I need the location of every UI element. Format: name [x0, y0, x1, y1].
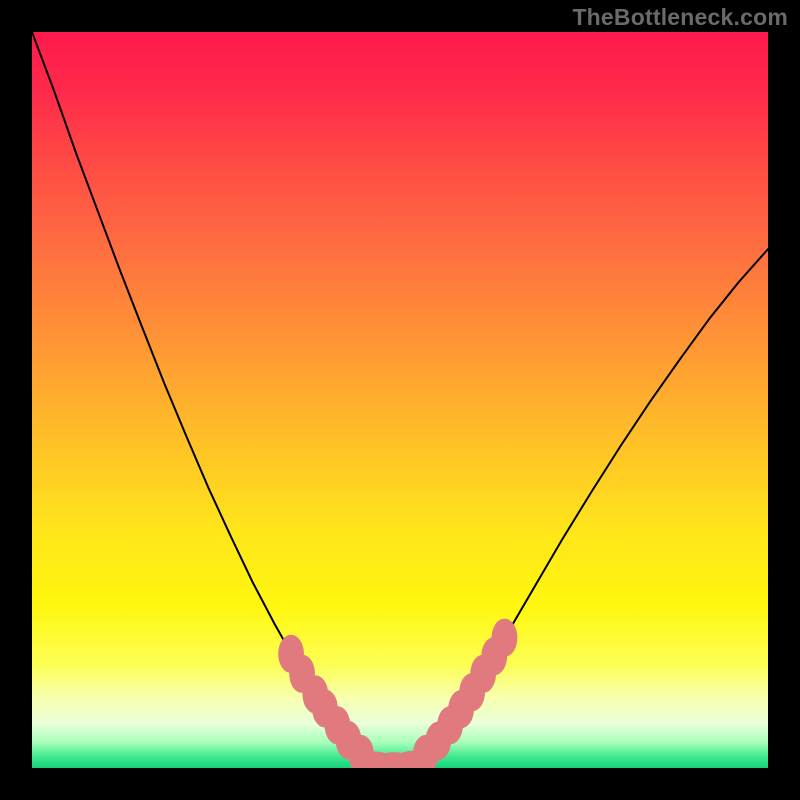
chart-canvas: TheBottleneck.com [0, 0, 800, 800]
gradient-background [32, 32, 768, 768]
plot-svg [32, 32, 768, 768]
plot-area [32, 32, 768, 768]
bead-right [492, 619, 518, 657]
watermark-text: TheBottleneck.com [572, 4, 788, 31]
